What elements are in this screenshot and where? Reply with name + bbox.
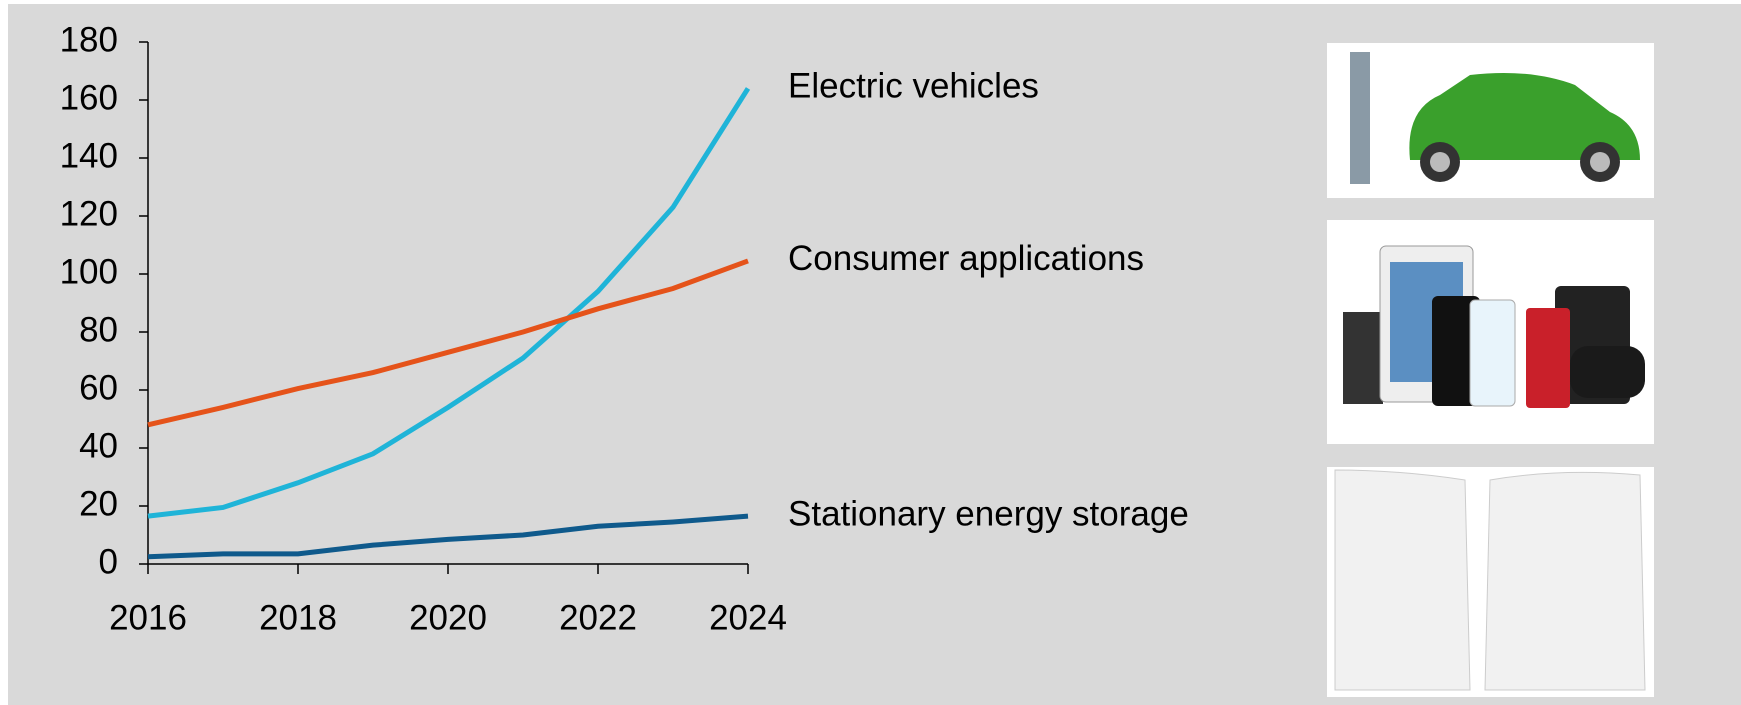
ev-picture — [1327, 43, 1654, 198]
devices-picture — [1327, 220, 1654, 444]
y-tick-label: 100 — [60, 252, 118, 291]
x-tick-label: 2020 — [409, 598, 487, 637]
x-tick-label: 2016 — [109, 598, 187, 637]
series-line — [147, 513, 749, 560]
series-line — [147, 87, 751, 519]
series-line — [147, 258, 749, 428]
x-tick-label: 2018 — [259, 598, 337, 637]
y-tick-label: 160 — [60, 78, 118, 117]
y-tick-label: 20 — [79, 484, 118, 523]
powerwall-picture — [1327, 467, 1654, 697]
y-tick-label: 140 — [60, 136, 118, 175]
series-label: Stationary energy storage — [788, 494, 1189, 533]
x-tick-label: 2022 — [559, 598, 637, 637]
series-label: Consumer applications — [788, 239, 1144, 278]
x-tick-label: 2024 — [709, 598, 787, 637]
y-tick-label: 80 — [79, 310, 118, 349]
y-tick-label: 40 — [79, 426, 118, 465]
y-tick-label: 180 — [60, 20, 118, 59]
y-tick-label: 60 — [79, 368, 118, 407]
y-tick-label: 0 — [99, 542, 118, 581]
y-tick-label: 120 — [60, 194, 118, 233]
series-label: Electric vehicles — [788, 67, 1039, 106]
